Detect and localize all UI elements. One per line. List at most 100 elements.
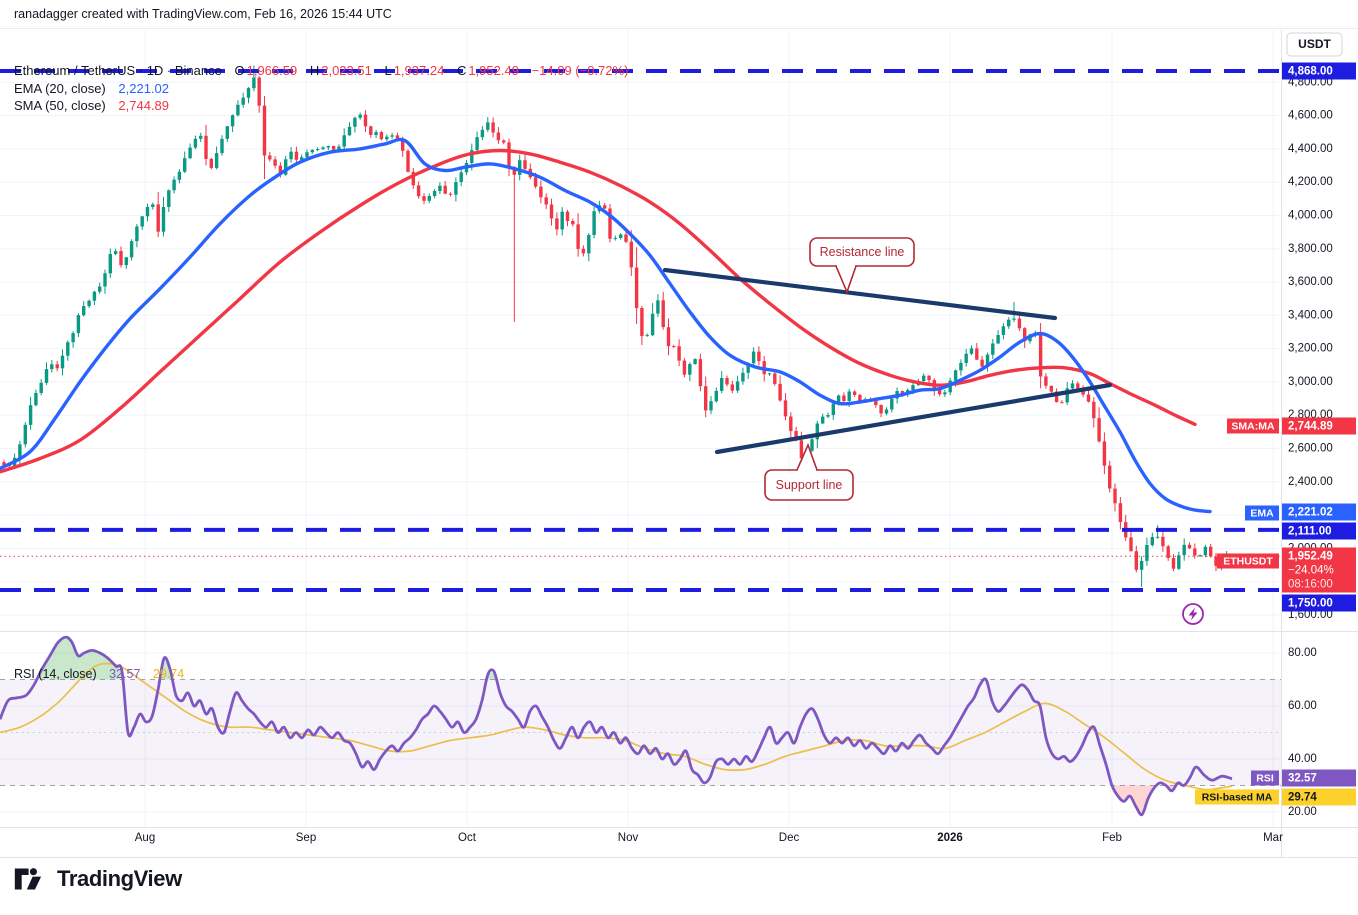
- price-tick-3,600.00: 3,600.00: [1288, 276, 1333, 288]
- time-scale[interactable]: Aug Sep Oct Nov Dec 2026 Feb Mar: [135, 832, 1283, 844]
- side-tag-SMA:MA: [1227, 418, 1279, 434]
- open-value: 1,966.59: [246, 63, 298, 78]
- ema-label: EMA (20, close): [14, 80, 106, 96]
- pane-dividers: [0, 30, 1358, 858]
- level-label-1,750.00-text: 1,750.00: [1288, 598, 1333, 610]
- side-tag-text: SMA:MA: [1231, 420, 1275, 432]
- attribution-bar: ranadagger created with TradingView.com,…: [0, 0, 1358, 29]
- series-side-tags: SMA:MA EMA ETHUSDT RSI RSI-based MA: [1195, 418, 1279, 805]
- sma-50-line: [0, 148, 1197, 474]
- close-value: 1,952.49: [468, 63, 519, 78]
- rsi-value-label: [1282, 769, 1356, 787]
- lightning-icon[interactable]: [1182, 603, 1204, 625]
- symbol-title: Ethereum / TetherUS · 1D · Binance: [14, 63, 222, 78]
- ema-legend-row[interactable]: EMA (20, close) 2,221.02: [14, 81, 171, 96]
- side-tag-text: ETHUSDT: [1223, 555, 1273, 567]
- rsi-indicator: [0, 635, 1233, 817]
- time-tick-Aug: Aug: [135, 832, 155, 844]
- time-tick-Feb: Feb: [1102, 832, 1122, 844]
- rsi-value-label: [1282, 788, 1356, 806]
- close-prefix: C: [456, 63, 467, 78]
- rsi-line: [0, 635, 1233, 817]
- sma-legend-row[interactable]: SMA (50, close) 2,744.89: [14, 98, 171, 113]
- current-price-label-line: −24.04%: [1288, 565, 1334, 577]
- price-tick-1,600.00: 1,600.00: [1288, 609, 1333, 621]
- ema-20-line: [0, 137, 1212, 514]
- side-tag-RSI: [1251, 770, 1279, 786]
- indicator-value-label: [1282, 503, 1356, 521]
- price-tick-3,000.00: 3,000.00: [1288, 376, 1333, 388]
- main-chart[interactable]: Resistance line Support line 4,800.00 4,600…: [0, 30, 1358, 858]
- currency-unit-button[interactable]: USDT: [1286, 32, 1343, 57]
- support-trendline[interactable]: [714, 382, 1113, 455]
- price-tick-2,600.00: 2,600.00: [1288, 443, 1333, 455]
- price-tick-3,400.00: 3,400.00: [1288, 309, 1333, 321]
- rsi-tick-60.00: 60.00: [1288, 700, 1317, 712]
- time-tick-Nov: Nov: [618, 832, 639, 844]
- side-tag-ETHUSDT: [1217, 553, 1279, 569]
- side-tag-text: RSI: [1256, 772, 1274, 784]
- attribution-text: ranadagger created with TradingView.com,…: [14, 7, 392, 21]
- price-tick-4,600.00: 4,600.00: [1288, 110, 1333, 122]
- rsi-ma-value: 29.74: [152, 667, 185, 681]
- side-tag-text: EMA: [1250, 507, 1274, 519]
- time-tick-2026: 2026: [937, 832, 963, 844]
- resistance-trendline[interactable]: [662, 267, 1058, 321]
- time-tick-Mar: Mar: [1263, 832, 1283, 844]
- time-tick-Dec: Dec: [779, 832, 800, 844]
- rsi-legend-row[interactable]: RSI (14, close) 32.57 29.74: [14, 667, 186, 681]
- price-tick-4,400.00: 4,400.00: [1288, 143, 1333, 155]
- open-prefix: O: [234, 63, 245, 78]
- side-tag-EMA: [1245, 505, 1279, 521]
- price-tick-3,800.00: 3,800.00: [1288, 243, 1333, 255]
- indicator-value-label-text: 2,221.02: [1288, 507, 1333, 519]
- rsi-value-label-text: 29.74: [1288, 792, 1317, 804]
- rsi-tick-40.00: 40.00: [1288, 753, 1317, 765]
- currency-unit-text: USDT: [1298, 37, 1331, 51]
- rsi-band: [0, 679, 1281, 786]
- symbol-legend-row[interactable]: Ethereum / TetherUS · 1D · Binance O 1,96…: [14, 63, 630, 78]
- callout-drawings[interactable]: Resistance line Support line: [764, 237, 915, 501]
- time-tick-Oct: Oct: [458, 832, 477, 844]
- rsi-ma-line: [0, 662, 1233, 791]
- sma-value: 2,744.89: [118, 97, 169, 113]
- rsi-tick-20.00: 20.00: [1288, 806, 1317, 818]
- moving-averages: [0, 137, 1212, 514]
- sma-label: SMA (50, close): [14, 97, 106, 113]
- grid-lines: [0, 30, 1281, 827]
- side-tag-text: RSI-based MA: [1202, 791, 1273, 803]
- low-value: 1,937.24: [393, 63, 445, 78]
- level-label-4,868.00: [1282, 62, 1356, 80]
- high-prefix: H: [309, 63, 320, 78]
- price-tick-4,000.00: 4,000.00: [1288, 209, 1333, 221]
- footer-brand: TradingView: [14, 866, 182, 892]
- level-label-2,111.00-text: 2,111.00: [1288, 526, 1332, 538]
- trendline-drawings[interactable]: [662, 267, 1113, 455]
- candles-series: [2, 65, 1229, 587]
- price-tick-4,200.00: 4,200.00: [1288, 176, 1333, 188]
- current-price-label-line: 08:16:00: [1288, 579, 1333, 591]
- support-callout-text: Support line: [776, 478, 843, 492]
- low-prefix: L: [384, 63, 392, 78]
- high-value: 2,023.51: [321, 63, 372, 78]
- resistance-callout[interactable]: [809, 237, 915, 267]
- current-price-label: [1282, 547, 1356, 593]
- level-label-4,868.00-text: 4,868.00: [1288, 66, 1333, 78]
- time-tick-Sep: Sep: [296, 832, 316, 844]
- resistance-callout-text: Resistance line: [820, 245, 905, 259]
- current-price-label-line: 1,952.49: [1288, 551, 1333, 563]
- brand-text: TradingView: [57, 866, 182, 891]
- side-tag-RSI-based MA: [1195, 789, 1279, 805]
- indicator-value-label-text: 2,744.89: [1288, 421, 1333, 433]
- tradingview-logo-icon: [14, 868, 42, 890]
- indicator-value-label: [1282, 417, 1356, 435]
- horizontal-level-lines[interactable]: [0, 69, 1281, 592]
- level-label-1,750.00: [1282, 594, 1356, 612]
- level-label-2,111.00: [1282, 522, 1356, 540]
- rsi-tick-80.00: 80.00: [1288, 647, 1317, 659]
- ema-value: 2,221.02: [118, 80, 169, 96]
- price-tick-2,400.00: 2,400.00: [1288, 476, 1333, 488]
- price-scale[interactable]: 4,800.004,600.004,400.004,200.004,000.00…: [1282, 62, 1356, 819]
- rsi-value-label-text: 32.57: [1288, 773, 1317, 785]
